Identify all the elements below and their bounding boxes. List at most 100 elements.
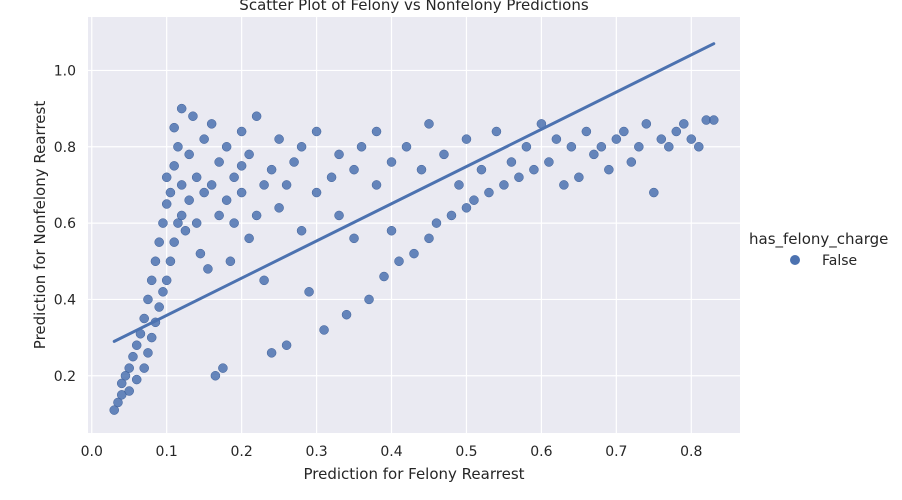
data-point xyxy=(671,126,682,137)
data-point xyxy=(589,149,599,160)
legend-label-false: False xyxy=(822,253,857,269)
data-point xyxy=(120,371,131,381)
data-point xyxy=(124,386,134,396)
data-point xyxy=(401,142,412,152)
data-point xyxy=(184,195,194,205)
data-point xyxy=(225,256,236,267)
data-point xyxy=(210,371,221,381)
y-tick-label: 1.0 xyxy=(54,63,76,79)
data-point xyxy=(649,187,659,198)
x-tick-label: 0.3 xyxy=(305,444,327,460)
data-point xyxy=(311,126,322,137)
data-point xyxy=(229,172,239,183)
data-point xyxy=(499,180,509,190)
data-point xyxy=(188,111,198,121)
legend: has_felony_charge False xyxy=(749,230,888,269)
data-point xyxy=(304,287,314,297)
x-tick-label: 0.4 xyxy=(380,444,402,460)
data-point xyxy=(349,233,359,244)
data-point xyxy=(326,172,337,183)
data-point xyxy=(251,210,262,221)
data-point xyxy=(664,142,674,152)
data-point xyxy=(180,225,191,236)
data-point xyxy=(161,172,172,183)
data-point xyxy=(173,142,183,152)
data-point xyxy=(169,237,179,247)
data-point xyxy=(195,248,206,259)
data-point xyxy=(169,161,179,171)
data-point xyxy=(461,134,472,144)
data-point xyxy=(289,157,299,167)
data-point xyxy=(634,142,644,152)
data-point xyxy=(604,164,614,175)
data-point xyxy=(143,348,153,358)
data-point xyxy=(146,332,157,343)
data-point xyxy=(191,172,202,183)
data-point xyxy=(694,142,704,152)
data-point xyxy=(221,195,232,205)
data-point xyxy=(176,210,187,221)
data-point xyxy=(386,225,397,236)
data-point xyxy=(150,256,161,267)
data-point xyxy=(409,248,419,259)
data-point xyxy=(244,149,254,160)
x-tick-labels: 0.0 0.1 0.2 0.3 0.4 0.5 0.6 0.7 0.8 xyxy=(81,444,703,460)
regression-line-group xyxy=(112,42,716,343)
y-tick-label: 0.8 xyxy=(54,140,76,156)
x-tick-label: 0.2 xyxy=(230,444,252,460)
data-point xyxy=(461,203,472,213)
data-points xyxy=(109,103,719,415)
data-point xyxy=(158,218,168,228)
data-point xyxy=(266,164,277,175)
y-tick-labels: 0.2 0.4 0.6 0.8 1.0 xyxy=(54,63,76,384)
x-tick-label: 0.8 xyxy=(680,444,702,460)
data-point xyxy=(214,157,224,167)
data-point xyxy=(139,313,149,324)
data-point xyxy=(364,294,374,305)
data-point xyxy=(113,397,123,408)
data-point xyxy=(206,119,217,129)
data-point xyxy=(581,126,592,137)
data-point xyxy=(371,126,382,137)
x-tick-label: 0.6 xyxy=(530,444,552,460)
data-point xyxy=(218,363,228,373)
data-point xyxy=(131,340,142,350)
x-tick-label: 0.7 xyxy=(605,444,627,460)
data-point xyxy=(446,210,457,221)
data-point xyxy=(514,172,524,183)
data-point xyxy=(165,187,176,198)
data-point xyxy=(506,157,517,167)
data-point xyxy=(116,378,127,389)
data-point xyxy=(203,264,213,274)
data-point xyxy=(206,180,217,190)
legend-title: has_felony_charge xyxy=(749,230,888,249)
data-point xyxy=(386,157,397,167)
data-point xyxy=(424,119,434,129)
data-point xyxy=(274,134,284,144)
data-point xyxy=(551,134,562,144)
data-point xyxy=(469,195,479,205)
y-tick-label: 0.4 xyxy=(54,292,76,308)
data-point xyxy=(165,256,176,267)
data-point xyxy=(379,271,389,282)
data-point xyxy=(341,309,352,320)
data-point xyxy=(143,294,153,305)
data-point xyxy=(521,142,532,152)
data-point xyxy=(191,218,202,228)
data-point xyxy=(169,122,179,133)
data-point xyxy=(281,340,292,350)
x-tick-label: 0.1 xyxy=(156,444,178,460)
regression-line xyxy=(112,42,716,343)
x-axis-label: Prediction for Felony Rearrest xyxy=(303,465,524,483)
data-point xyxy=(154,302,164,312)
data-point xyxy=(128,351,138,362)
x-tick-label: 0.0 xyxy=(81,444,103,460)
data-point xyxy=(176,180,187,190)
data-point xyxy=(274,203,284,213)
data-point xyxy=(334,149,344,160)
data-point xyxy=(611,134,622,144)
data-point xyxy=(184,149,194,160)
data-point xyxy=(619,126,629,137)
data-point xyxy=(334,210,344,221)
